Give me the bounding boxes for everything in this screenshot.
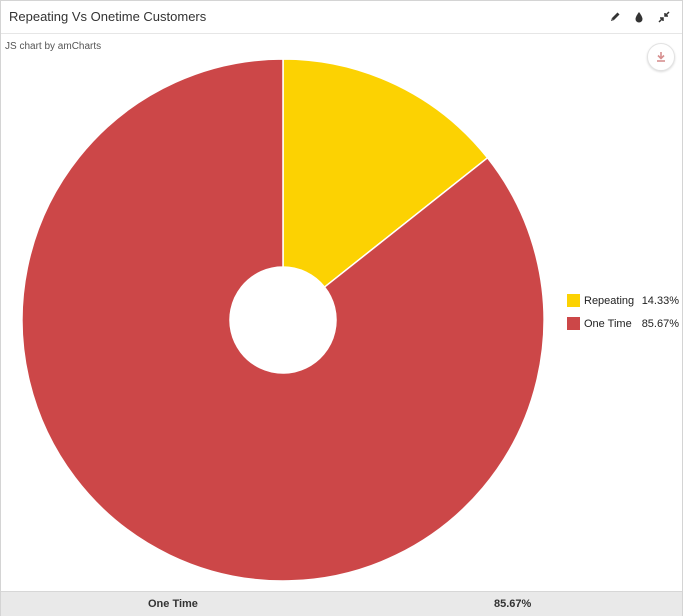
chart-legend: Repeating 14.33% One Time 85.67% bbox=[567, 293, 679, 339]
legend-item-one-time[interactable]: One Time 85.67% bbox=[567, 316, 679, 339]
pencil-icon[interactable] bbox=[607, 9, 623, 25]
collapse-icon[interactable] bbox=[656, 9, 672, 25]
legend-item-repeating[interactable]: Repeating 14.33% bbox=[567, 293, 679, 316]
legend-value: 14.33% bbox=[641, 295, 679, 307]
pie-slice-repeating[interactable] bbox=[282, 58, 489, 289]
legend-swatch bbox=[567, 294, 580, 307]
footer-value: 85.67% bbox=[494, 598, 532, 610]
legend-label: One Time bbox=[584, 318, 632, 330]
legend-label: Repeating bbox=[584, 295, 635, 307]
widget-title: Repeating Vs Onetime Customers bbox=[9, 9, 207, 24]
footer-label: One Time bbox=[148, 598, 198, 610]
chart-credit[interactable]: JS chart by amCharts bbox=[5, 41, 102, 52]
legend-value: 85.67% bbox=[641, 318, 679, 330]
drop-icon[interactable] bbox=[631, 9, 647, 25]
legend-swatch bbox=[567, 317, 580, 330]
download-icon[interactable] bbox=[647, 43, 675, 71]
balloon-footer: One Time 85.67% bbox=[1, 591, 682, 616]
pie-slice-one-time[interactable] bbox=[21, 58, 545, 582]
widget-header: Repeating Vs Onetime Customers bbox=[1, 1, 682, 34]
